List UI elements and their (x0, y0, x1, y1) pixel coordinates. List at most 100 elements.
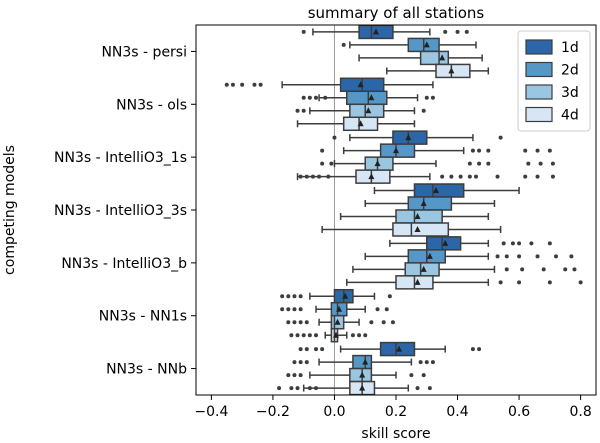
legend-swatch (525, 39, 553, 55)
outlier-point (495, 254, 500, 259)
outlier-point (449, 174, 454, 179)
mean-marker (414, 226, 421, 232)
legend-label: 2d (561, 63, 579, 79)
outlier-point (477, 347, 482, 352)
outlier-point (384, 307, 389, 312)
box (346, 90, 388, 106)
outlier-point (314, 347, 318, 352)
outlier-point (252, 82, 257, 87)
box (413, 183, 465, 198)
y-tick-label: NN3s - persi (101, 44, 187, 60)
outlier-point (415, 386, 420, 391)
outlier-point (495, 174, 500, 179)
legend-label: 1d (561, 40, 579, 56)
outlier-point (240, 82, 245, 87)
outlier-point (286, 320, 291, 325)
outlier-point (332, 135, 337, 140)
box (407, 196, 453, 211)
outlier-point (320, 148, 325, 153)
outlier-point (550, 161, 555, 166)
outlier-point (314, 333, 318, 338)
outlier-point (474, 174, 478, 179)
mean-marker (359, 384, 366, 391)
mean-marker (420, 265, 427, 272)
mean-marker (426, 252, 433, 259)
outlier-point (563, 267, 568, 272)
x-tick-label: 0.6 (508, 404, 530, 420)
outlier-point (292, 294, 297, 299)
outlier-point (517, 280, 522, 285)
outlier-point (289, 333, 294, 338)
x-tick-label: 0.0 (323, 404, 345, 420)
outlier-point (547, 148, 552, 153)
mean-marker (414, 213, 421, 219)
mean-marker (420, 200, 427, 206)
outlier-point (421, 373, 426, 378)
outlier-point (535, 254, 540, 259)
outlier-point (307, 386, 312, 391)
outlier-point (301, 108, 306, 113)
outlier-point (295, 386, 300, 391)
outlier-point (467, 161, 472, 166)
outlier-point (298, 373, 303, 378)
outlier-point (538, 161, 543, 166)
outlier-point (298, 174, 303, 179)
outlier-point (286, 307, 291, 312)
outlier-point (486, 148, 491, 153)
outlier-point (498, 135, 503, 140)
outlier-point (418, 360, 423, 365)
outlier-point (523, 148, 528, 153)
outlier-point (292, 360, 297, 365)
boxes-layer (224, 24, 583, 396)
mean-marker (342, 292, 349, 299)
outlier-point (307, 333, 312, 338)
outlier-point (298, 347, 303, 352)
mean-marker (357, 81, 364, 88)
outlier-point (477, 148, 482, 153)
outlier-point (526, 161, 531, 166)
outlier-point (541, 267, 546, 272)
y-tick-label: NN3s - IntelliO3_b (61, 256, 187, 272)
outlier-point (375, 307, 380, 312)
outlier-point (320, 347, 325, 352)
mean-marker (362, 358, 369, 365)
outlier-point (286, 373, 291, 378)
outlier-point (517, 241, 522, 246)
x-tick-label: 0.4 (446, 404, 468, 420)
outlier-point (304, 347, 309, 352)
legend-label: 3d (561, 85, 579, 101)
outlier-point (301, 95, 306, 100)
outlier-point (357, 333, 362, 338)
box (419, 50, 450, 66)
mean-marker (373, 28, 379, 35)
outlier-point (292, 373, 297, 378)
outlier-point (477, 161, 482, 166)
outlier-point (381, 320, 386, 325)
x-tick-label: 0.2 (385, 404, 407, 420)
y-tick-label: NN3s - NNb (106, 362, 187, 378)
mean-marker (414, 278, 421, 285)
outlier-point (320, 161, 325, 166)
outlier-point (458, 174, 463, 179)
outlier-point (277, 386, 282, 391)
outlier-point (304, 174, 309, 179)
outlier-point (464, 29, 469, 34)
outlier-point (550, 174, 555, 179)
box (392, 222, 450, 237)
outlier-point (520, 267, 525, 272)
x-tick-label: 0.8 (569, 404, 591, 420)
outlier-point (230, 82, 235, 87)
outlier-point (298, 294, 303, 299)
outlier-point (498, 280, 503, 285)
outlier-point (554, 254, 558, 259)
outlier-point (363, 333, 368, 338)
outlier-point (517, 254, 522, 259)
legend: 1d 2d 3d 4d (517, 30, 591, 132)
mean-marker (442, 239, 449, 246)
outlier-point (501, 241, 506, 246)
outlier-point (427, 386, 432, 391)
outlier-point (292, 307, 297, 312)
mean-marker (365, 107, 372, 114)
outlier-point (387, 294, 392, 299)
outlier-point (572, 267, 577, 272)
